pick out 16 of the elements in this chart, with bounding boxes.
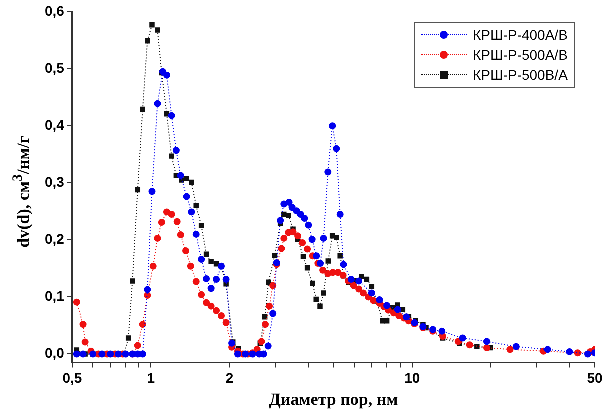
y-tick-label: 0,0: [44, 345, 65, 362]
y-tick-label: 0,4: [44, 116, 65, 133]
x-tick-label: 1: [147, 370, 156, 386]
y-tick-label: 0,5: [44, 60, 65, 76]
x-tick-label: 10: [404, 370, 420, 386]
x-tick-label: 50: [587, 370, 603, 386]
y-tick-label: 0,2: [44, 231, 65, 248]
y-tick-label: 0,1: [44, 288, 65, 304]
legend-label: КРШ-Р-500В/А: [473, 67, 568, 83]
x-axis-title: Диаметр пор, нм: [269, 390, 399, 410]
y-tick-label: 0,6: [44, 2, 65, 19]
legend-label: КРШ-Р-500А/В: [473, 47, 568, 63]
x-tick-label: 0,5: [62, 370, 82, 386]
legend-label: КРШ-Р-400А/В: [473, 27, 568, 43]
x-tick-label: 2: [226, 370, 234, 386]
y-tick-label: 0,3: [44, 174, 65, 190]
